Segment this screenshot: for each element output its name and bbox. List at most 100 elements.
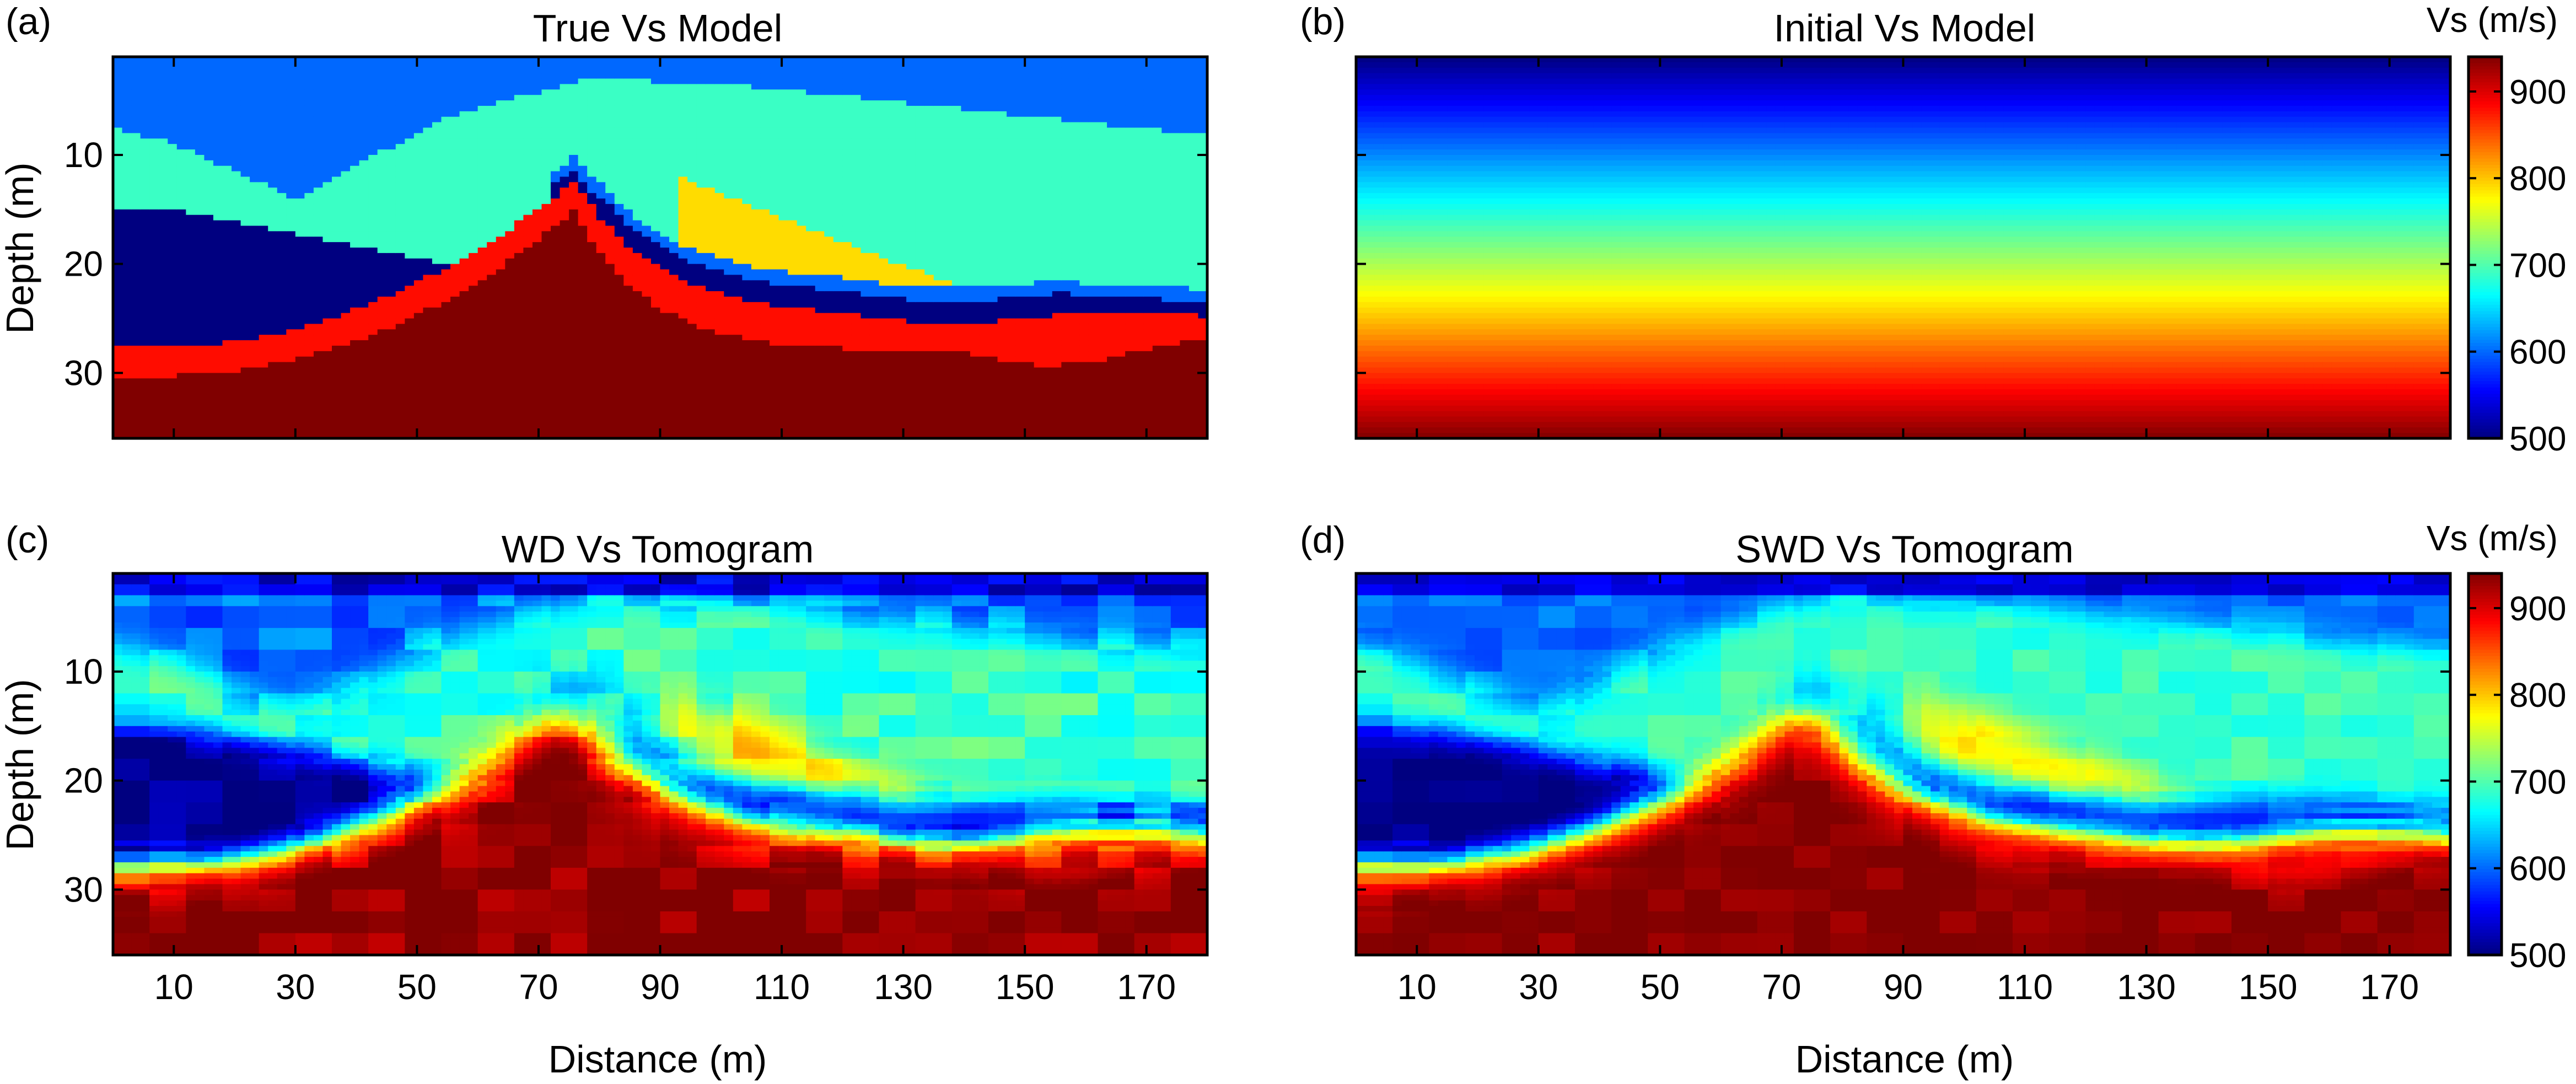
heatmap-cell-a xyxy=(377,286,387,292)
heatmap-cell-a xyxy=(623,160,633,167)
heatmap-cell-a xyxy=(696,89,706,95)
heatmap-cell-a xyxy=(432,340,442,346)
heatmap-cell-a xyxy=(286,427,296,433)
heatmap-cell-a xyxy=(487,193,497,199)
heatmap-cell-a xyxy=(386,248,396,254)
heatmap-cell-a xyxy=(322,160,332,167)
heatmap-cell-a xyxy=(268,209,278,216)
heatmap-cell-a xyxy=(204,400,214,406)
heatmap-cell-a xyxy=(523,95,533,101)
heatmap-cell-a xyxy=(149,193,159,199)
heatmap-cell-a xyxy=(368,356,378,363)
heatmap-cell-a xyxy=(523,160,533,167)
heatmap-cell-a xyxy=(332,100,342,106)
heatmap-cell-a xyxy=(441,411,451,417)
heatmap-cell-a xyxy=(560,237,569,243)
heatmap-cell-a xyxy=(304,280,314,286)
heatmap-cell-a xyxy=(450,154,460,161)
heatmap-cell-a xyxy=(696,313,706,319)
heatmap-cell-a xyxy=(642,182,652,188)
heatmap-cell-a xyxy=(122,187,132,194)
heatmap-cell-a xyxy=(541,198,551,205)
heatmap-cell-a xyxy=(195,280,205,286)
heatmap-cell-a xyxy=(176,95,186,101)
heatmap-cell-a xyxy=(186,127,196,133)
heatmap-cell-a xyxy=(377,416,387,422)
heatmap-cell-a xyxy=(295,220,305,227)
heatmap-cell-a xyxy=(195,111,205,117)
heatmap-cell-a xyxy=(632,78,643,85)
heatmap-cell-a xyxy=(477,171,487,178)
heatmap-cell-a xyxy=(660,324,670,330)
heatmap-cell-a xyxy=(714,291,724,297)
heatmap-cell-a xyxy=(487,176,497,183)
heatmap-cell-a xyxy=(131,335,141,341)
heatmap-cell-a xyxy=(614,286,624,292)
heatmap-cell-a xyxy=(250,187,260,194)
heatmap-cell-a xyxy=(122,122,132,128)
heatmap-cell-a xyxy=(459,160,469,167)
heatmap-cell-a xyxy=(286,307,296,314)
heatmap-cell-a xyxy=(487,133,497,139)
heatmap-cell-a xyxy=(587,378,597,384)
heatmap-cell-a xyxy=(751,269,761,276)
heatmap-cell-a xyxy=(496,384,505,390)
heatmap-cell-a xyxy=(158,356,168,363)
heatmap-cell-a xyxy=(587,400,597,406)
heatmap-cell-a xyxy=(413,187,424,194)
heatmap-cell-a xyxy=(450,160,460,167)
heatmap-cell-a xyxy=(277,313,287,319)
heatmap-cell-a xyxy=(186,275,196,281)
heatmap-cell-a xyxy=(706,231,716,237)
heatmap-cell-a xyxy=(714,433,724,439)
heatmap-cell-a xyxy=(240,318,250,324)
heatmap-cell-a xyxy=(341,264,351,270)
heatmap-cell-a xyxy=(532,160,542,167)
heatmap-cell-a xyxy=(304,122,314,128)
heatmap-cell-a xyxy=(113,203,123,210)
heatmap-cell-a xyxy=(113,351,123,357)
heatmap-cell-a xyxy=(386,209,396,216)
heatmap-cell-a xyxy=(678,318,688,324)
heatmap-cell-a xyxy=(232,307,241,314)
heatmap-cell-a xyxy=(751,433,761,439)
heatmap-cell-a xyxy=(477,182,487,188)
heatmap-cell-a xyxy=(578,214,588,221)
heatmap-cell-a xyxy=(551,302,561,308)
heatmap-cell-a xyxy=(560,133,569,139)
heatmap-cell-a xyxy=(350,405,360,412)
heatmap-cell-a xyxy=(122,405,132,412)
heatmap-cell-a xyxy=(232,116,241,123)
heatmap-cell-a xyxy=(186,138,196,144)
heatmap-cell-a xyxy=(113,133,123,139)
heatmap-cell-a xyxy=(477,356,487,363)
heatmap-cell-a xyxy=(140,275,150,281)
heatmap-cell-a xyxy=(350,264,360,270)
heatmap-cell-a xyxy=(341,165,351,172)
heatmap-cell-a xyxy=(113,427,123,433)
heatmap-cell-a xyxy=(423,122,433,128)
heatmap-cell-a xyxy=(687,416,697,422)
heatmap-cell-a xyxy=(551,160,561,167)
heatmap-cell-a xyxy=(259,231,268,237)
heatmap-cell-a xyxy=(277,89,287,95)
heatmap-cell-a xyxy=(541,165,551,172)
heatmap-cell-a xyxy=(222,258,232,265)
heatmap-cell-a xyxy=(578,400,588,406)
heatmap-cell-a xyxy=(714,105,724,112)
heatmap-cell-a xyxy=(751,427,761,433)
heatmap-cell-a xyxy=(313,182,324,188)
heatmap-cell-a xyxy=(386,356,396,363)
heatmap-cell-a xyxy=(578,335,588,341)
heatmap-cell-a xyxy=(632,187,643,194)
heatmap-cell-a xyxy=(551,329,561,335)
heatmap-cell-a xyxy=(176,411,186,417)
heatmap-cell-a xyxy=(459,356,469,363)
heatmap-cell-a xyxy=(295,138,305,144)
heatmap-cell-a xyxy=(450,275,460,281)
heatmap-cell-a xyxy=(751,73,761,79)
heatmap-cell-a xyxy=(660,335,670,341)
heatmap-cell-a xyxy=(423,111,433,117)
heatmap-cell-a xyxy=(332,286,342,292)
